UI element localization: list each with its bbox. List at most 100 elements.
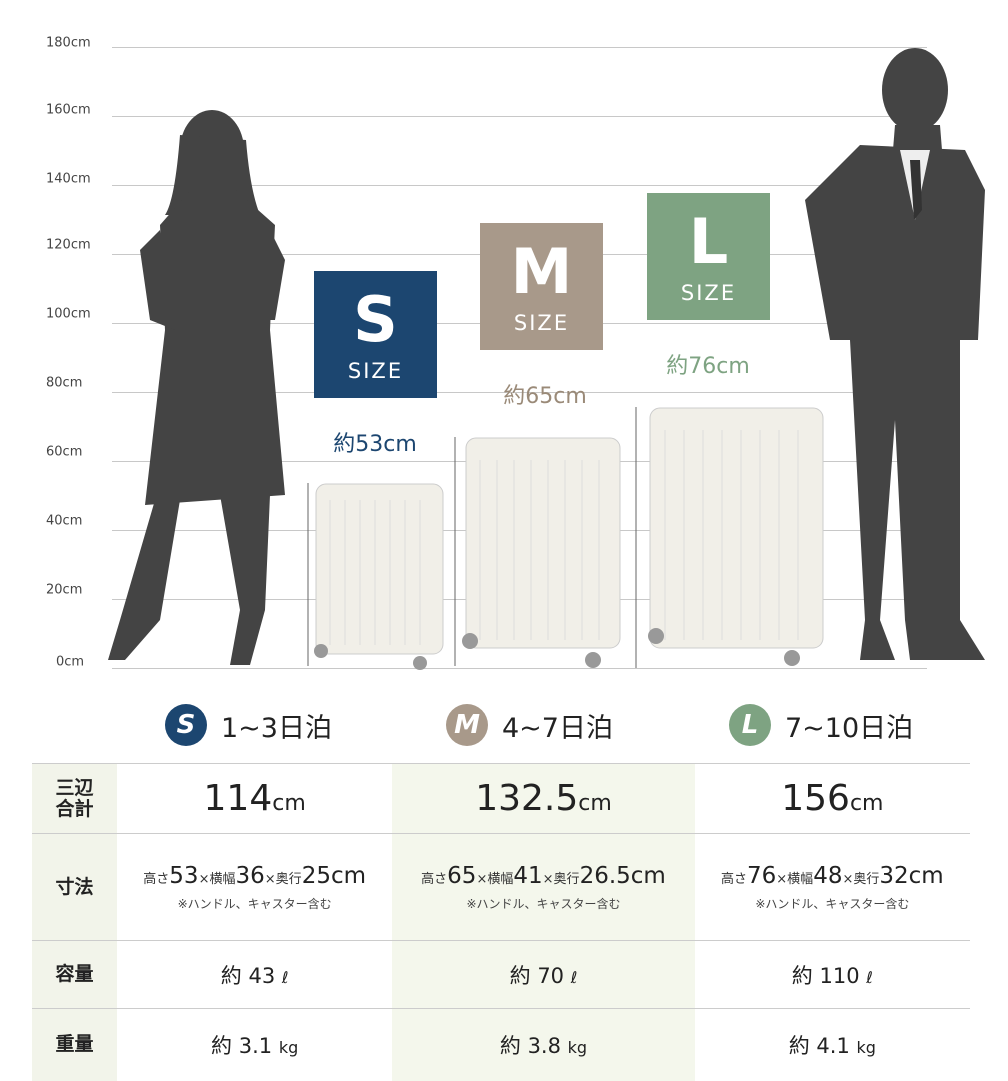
trip-m: M 4~7日泊 [446, 704, 613, 746]
word: × [476, 871, 488, 887]
note: ※ハンドル、キャスター含む [755, 896, 910, 911]
value: 76 [746, 862, 777, 889]
cell: 高さ76×横幅48×奥行32cm ※ハンドル、キャスター含む [694, 833, 970, 941]
unit: ℓ [281, 967, 289, 987]
cell: 114cm [117, 763, 393, 834]
size-word: SIZE [513, 311, 570, 335]
man-silhouette [805, 48, 985, 660]
prefix: 約 [509, 963, 531, 988]
tick-label: 20cm [46, 582, 83, 598]
word: × [542, 871, 554, 887]
word: 奥行 [553, 871, 580, 887]
size-letter: S [353, 283, 398, 356]
tick-label: 120cm [46, 237, 91, 253]
tick-label: 80cm [46, 375, 83, 391]
row-label: 容量 [32, 940, 117, 1009]
word: × [264, 871, 276, 887]
word: 高さ [720, 871, 747, 887]
gridline [112, 47, 927, 48]
size-letter: M [510, 235, 573, 308]
tick-label: 40cm [46, 513, 83, 529]
unit: cm [272, 791, 306, 816]
value: 25cm [301, 862, 367, 889]
unit: cm [849, 791, 884, 816]
size-word: SIZE [680, 281, 737, 305]
trip-length: 7~10日泊 [785, 712, 914, 744]
value: 65 [447, 862, 477, 889]
total-value: 156 [781, 778, 850, 819]
tick-label: 180cm [46, 35, 91, 51]
cell: 132.5cm [392, 763, 695, 834]
value: 36 [235, 862, 265, 889]
tick-label: 60cm [46, 444, 83, 460]
height-label-m: 約65cm [503, 384, 587, 409]
word: 横幅 [787, 871, 814, 887]
unit: ℓ [866, 967, 873, 987]
prefix: 約 [791, 963, 813, 988]
prefix: 約 [220, 963, 242, 988]
value: 32cm [879, 862, 944, 889]
word: 横幅 [209, 871, 236, 887]
value: 3.1 [238, 1033, 273, 1058]
size-badge-l: L SIZE [647, 193, 770, 320]
table-row-total: 三辺 合計 114cm 132.5cm 156cm [32, 763, 970, 834]
table-row-weight: 重量 約 3.1 kg 約 3.8 kg 約 4.1 kg [32, 1008, 970, 1081]
word: × [776, 871, 788, 887]
suitcase-l [648, 407, 824, 666]
woman-silhouette [108, 110, 285, 665]
tick-label: 0cm [56, 654, 85, 670]
prefix: 約 [211, 1033, 233, 1058]
value: 43 [248, 963, 276, 988]
table-row-capacity: 容量 約 43 ℓ 約 70 ℓ 約 110 ℓ [32, 940, 970, 1009]
trip-s: S 1~3日泊 [165, 704, 332, 746]
size-circle-icon: L [729, 704, 771, 746]
height-label-l: 約76cm [666, 354, 750, 379]
word: 高さ [421, 871, 448, 887]
size-letter: L [688, 205, 729, 278]
value: 3.8 [527, 1033, 561, 1058]
gridline [112, 392, 927, 393]
prefix: 約 [788, 1033, 810, 1058]
gridline [112, 185, 927, 186]
size-badge-m: M SIZE [480, 223, 603, 350]
cell: 約 110 ℓ [694, 940, 970, 1009]
spec-table: 三辺 合計 114cm 132.5cm 156cm 寸法 高さ53×横幅36×奥… [32, 763, 970, 1081]
note: ※ハンドル、キャスター含む [466, 896, 621, 911]
note: ※ハンドル、キャスター含む [177, 896, 332, 911]
trip-length: 4~7日泊 [502, 712, 613, 744]
value: 26.5cm [579, 862, 666, 889]
word: × [198, 871, 210, 887]
size-circle-icon: S [165, 704, 207, 746]
value: 4.1 [816, 1033, 850, 1058]
row-label: 寸法 [32, 833, 117, 941]
value: 70 [537, 963, 565, 988]
row-label: 三辺 合計 [32, 763, 117, 834]
cell: 高さ65×横幅41×奥行26.5cm ※ハンドル、キャスター含む [392, 833, 695, 941]
size-circle-icon: M [446, 704, 488, 746]
trip-length: 1~3日泊 [221, 712, 332, 744]
total-value: 132.5 [475, 778, 579, 819]
unit: ℓ [570, 967, 578, 987]
total-value: 114 [203, 778, 273, 819]
value: 48 [813, 862, 843, 889]
suitcase-m [462, 437, 621, 668]
suitcase-s [314, 483, 444, 670]
cell: 約 3.8 kg [392, 1008, 695, 1081]
row-label: 重量 [32, 1008, 117, 1081]
cell: 約 4.1 kg [694, 1008, 970, 1081]
gridline [112, 668, 927, 669]
unit: kg [856, 1037, 876, 1057]
tick-label: 140cm [46, 171, 91, 187]
height-markers [307, 407, 637, 668]
cell: 約 70 ℓ [392, 940, 695, 1009]
unit: cm [578, 791, 612, 816]
value: 53 [169, 862, 199, 889]
cell: 高さ53×横幅36×奥行25cm ※ハンドル、キャスター含む [117, 833, 393, 941]
cell: 156cm [694, 763, 970, 834]
word: 横幅 [487, 871, 514, 887]
table-row-dims: 寸法 高さ53×横幅36×奥行25cm ※ハンドル、キャスター含む 高さ65×横幅… [32, 833, 970, 941]
tick-label: 100cm [46, 306, 91, 322]
trip-l: L 7~10日泊 [729, 704, 913, 746]
size-badge-s: S SIZE [314, 271, 437, 398]
cell: 約 3.1 kg [117, 1008, 393, 1081]
